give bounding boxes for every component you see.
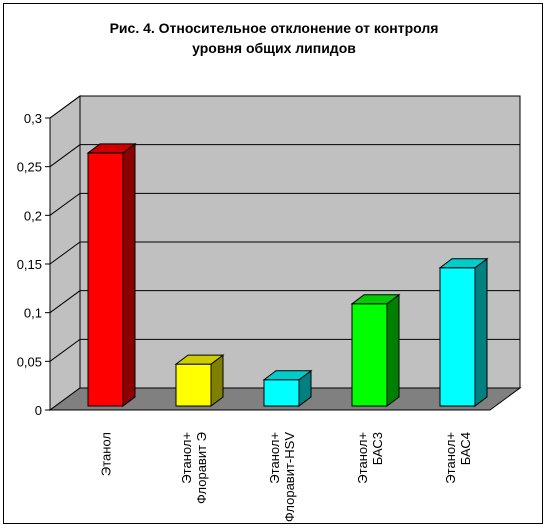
- x-category-label: БАС4: [458, 432, 473, 465]
- bar-top: [438, 258, 489, 269]
- gridline: [49, 144, 520, 168]
- gridline: [49, 241, 520, 265]
- x-category-label: Флоравит Э: [194, 432, 209, 504]
- bar-top: [350, 294, 401, 305]
- y-tick-label: 0,05: [17, 354, 42, 369]
- chart-title: Рис. 4. Относительное отклонение от конт…: [4, 18, 544, 58]
- gridline: [49, 192, 520, 216]
- x-category-label: БАС3: [370, 432, 385, 465]
- y-tick-label: 0,25: [17, 160, 42, 175]
- x-category-label: Этанол+: [443, 432, 458, 484]
- y-tick-label: 0: [35, 403, 42, 418]
- bar-side: [474, 257, 488, 407]
- bar-front: [87, 152, 124, 407]
- x-category-label: Этанол+: [355, 432, 370, 484]
- bar-top: [174, 354, 225, 365]
- bar-top: [262, 370, 313, 381]
- bar-front: [439, 267, 476, 407]
- chart-title-line-2: уровня общих липидов: [192, 40, 356, 56]
- y-tick-label: 0,3: [24, 111, 42, 126]
- y-tick-label: 0,15: [17, 257, 42, 272]
- chart-title-line-1: Рис. 4. Относительное отклонение от конт…: [109, 20, 439, 36]
- bar-top: [86, 143, 137, 154]
- x-category-label: Этанол+: [179, 432, 194, 484]
- x-category-label: Этанол: [99, 432, 114, 476]
- x-category-label: Этанол+: [267, 432, 282, 484]
- y-tick-label: 0,1: [24, 306, 42, 321]
- gridline: [49, 95, 520, 119]
- bar-front: [263, 379, 300, 407]
- x-category-label: Флоравит-HSV: [282, 432, 297, 522]
- bar-side: [386, 293, 400, 407]
- y-tick-label: 0,2: [24, 208, 42, 223]
- bar-front: [351, 303, 388, 407]
- bar-side: [122, 142, 136, 407]
- gridline: [49, 290, 520, 314]
- bar-front: [175, 363, 212, 407]
